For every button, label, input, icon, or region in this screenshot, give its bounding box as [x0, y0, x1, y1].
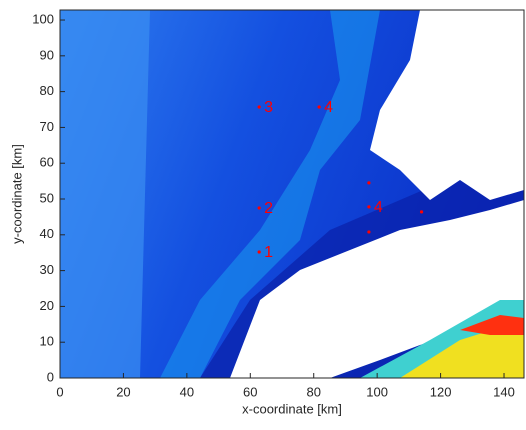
x-tick-label: 100 — [366, 384, 388, 399]
axes-box — [59, 9, 525, 379]
shallow-zone — [60, 10, 150, 378]
y-tick-label: 40 — [40, 226, 54, 241]
y-tick-label: 30 — [40, 262, 54, 277]
point-label: 1 — [264, 244, 273, 261]
x-tick-label: 40 — [180, 384, 194, 399]
point-label: 4 — [374, 199, 383, 216]
y-axis-label: y-coordinate [km] — [9, 144, 24, 244]
y-tick-label: 70 — [40, 119, 54, 134]
point — [367, 181, 371, 185]
channel — [160, 10, 380, 378]
y-tick-label: 20 — [40, 298, 54, 313]
y-tick-label: 60 — [40, 155, 54, 170]
field — [60, 10, 524, 378]
point — [419, 210, 424, 214]
y-tick-label: 10 — [40, 334, 54, 349]
point — [367, 205, 371, 209]
x-tick-label: 60 — [243, 384, 257, 399]
y-tick-label: 90 — [40, 47, 54, 62]
point-label: 4 — [324, 99, 333, 116]
x-tick-label: 120 — [430, 384, 452, 399]
y-tick-label: 0 — [47, 369, 54, 384]
x-axis-label: x-coordinate [km] — [242, 401, 342, 416]
point — [317, 105, 321, 109]
y-tick-label: 100 — [32, 11, 54, 26]
point-label: 3 — [264, 99, 273, 116]
y-tick-label: 50 — [40, 190, 54, 205]
point — [367, 230, 371, 234]
y-tick-label: 80 — [40, 83, 54, 98]
x-tick-label: 20 — [116, 384, 130, 399]
x-tick-label: 140 — [493, 384, 515, 399]
x-tick-label: 0 — [56, 384, 63, 399]
point — [257, 206, 261, 210]
land-north — [370, 10, 524, 200]
point-label: 2 — [264, 200, 273, 217]
x-tick-label: 80 — [306, 384, 320, 399]
point — [257, 105, 261, 109]
point — [257, 250, 261, 254]
peak-zone — [460, 315, 524, 335]
